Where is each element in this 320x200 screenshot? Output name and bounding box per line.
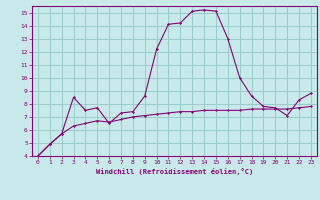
X-axis label: Windchill (Refroidissement éolien,°C): Windchill (Refroidissement éolien,°C): [96, 168, 253, 175]
